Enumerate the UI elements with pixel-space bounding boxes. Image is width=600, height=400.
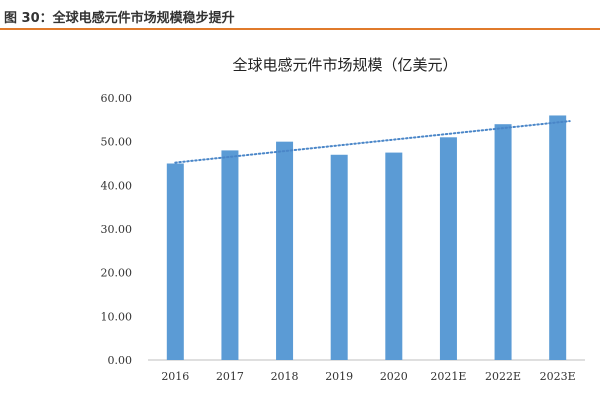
x-tick-label: 2023E [540, 370, 576, 383]
x-tick-label: 2020 [380, 370, 408, 383]
y-axis-ticks: 0.00 10.00 20.00 30.00 40.00 50.00 60.00 [101, 92, 585, 367]
bar-2019 [330, 154, 348, 360]
bar-2020 [385, 152, 403, 360]
y-tick-label: 20.00 [101, 267, 133, 280]
figure-caption: 图 30：全球电感元件市场规模稳步提升 [4, 11, 235, 26]
figure-header: 图 30：全球电感元件市场规模稳步提升 [0, 0, 600, 30]
bar-2017 [221, 150, 239, 360]
x-tick-label: 2022E [485, 370, 521, 383]
y-tick-label: 40.00 [101, 179, 133, 192]
bar-2018 [276, 141, 294, 360]
y-tick-label: 0.00 [108, 354, 133, 367]
trendline [174, 120, 571, 164]
x-tick-label: 2018 [271, 370, 299, 383]
trendline-group [174, 120, 571, 164]
chart-title: 全球电感元件市场规模（亿美元） [232, 56, 457, 74]
bar-2023E [549, 115, 567, 360]
x-tick-label: 2021E [430, 370, 466, 383]
bar-2022E [494, 124, 512, 360]
x-axis-ticks: 2016 2017 2018 2019 2020 2021E 2022E 2023E [161, 370, 575, 383]
y-tick-label: 10.00 [101, 310, 133, 323]
y-tick-label: 30.00 [101, 223, 133, 236]
bar-2021E [439, 137, 457, 360]
x-tick-label: 2016 [161, 370, 189, 383]
y-tick-label: 50.00 [101, 136, 133, 149]
x-tick-label: 2019 [325, 370, 353, 383]
y-tick-label: 60.00 [101, 92, 133, 105]
x-tick-label: 2017 [216, 370, 244, 383]
bars [166, 115, 567, 360]
bar-2016 [166, 163, 184, 360]
bar-chart: 全球电感元件市场规模（亿美元） 0.00 10.00 20.00 30.00 40.00… [101, 56, 585, 383]
